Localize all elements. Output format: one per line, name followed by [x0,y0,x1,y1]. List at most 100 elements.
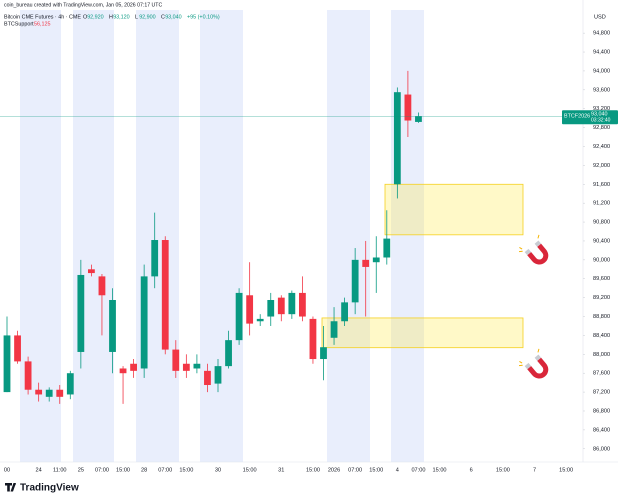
candle-body [299,292,306,317]
legend-value: 92,920 [87,14,104,20]
x-tick-label: 15:00 [559,467,573,473]
candle-body [256,318,264,322]
legend-value: 93,040 [165,14,182,20]
legend-change: +95 (+0.10%) [187,14,220,20]
badge-price: 93,040 [591,111,608,117]
candle-body [214,366,222,384]
chart-title: Bitcoin CME Futures · 4h · CME [4,14,81,20]
x-tick-label: 15:00 [243,467,257,473]
zones [321,183,524,349]
x-tick-label: 4 [396,467,399,473]
candle-body [351,259,359,303]
magnet-icon [518,234,549,265]
indicator-value: 56,125 [34,21,51,27]
session-band [73,10,114,462]
brand-name: TradingView [20,483,79,494]
legend-key: C [161,14,165,20]
candle-body [88,269,95,274]
candle-body [415,116,422,122]
x-tick-label: 15:00 [306,467,320,473]
candle-body [45,389,53,397]
y-tick-label: 94,000 [593,68,610,74]
x-tick-label: 11:00 [53,467,67,473]
candles [3,70,422,404]
candle-body [56,389,64,397]
y-axis: 86,000 86,400 86,800 87,200 87,600 88,000 88,4… [583,31,610,452]
x-tick-label: 15:00 [433,467,447,473]
candle-body [77,274,85,352]
x-tick-label: 24 [36,467,42,473]
x-tick-label: 25 [78,467,84,473]
x-tick-label: 28 [141,467,147,473]
session-band [200,10,243,462]
x-tick-label: 15:00 [116,467,130,473]
candle-body [109,299,116,352]
candle-body [14,335,21,362]
candle-body [204,370,211,386]
y-tick-label: 93,600 [593,87,610,93]
x-tick-label: 31 [278,467,284,473]
candle-body [140,276,148,369]
candle-body [277,297,285,315]
zone [384,183,524,236]
x-tick-label: 2026 [328,467,340,473]
candle-body [182,363,190,371]
y-tick-label: 90,000 [593,257,610,263]
candle-body [193,363,201,369]
candle-body [309,318,317,360]
zone [321,317,524,349]
candle-body [35,389,43,395]
legend-key: O [83,14,87,20]
y-tick-label: 90,800 [593,220,610,226]
candle-body [235,292,243,341]
session-shading [20,10,424,462]
y-tick-label: 88,000 [593,352,610,358]
badge-bg [562,110,618,125]
y-tick-label: 92,000 [593,163,610,169]
indicator-name: BTCSupport [4,21,34,27]
x-tick-label: 30 [215,467,221,473]
y-tick-label: 91,600 [593,182,610,188]
candle-body [225,340,232,367]
candle-body [246,295,254,324]
y-tick-label: 87,200 [593,390,610,396]
y-tick-label: 87,600 [593,371,610,377]
x-tick-label: 15:00 [369,467,383,473]
x-axis: 00 24 11:00 25 07:00 15:00 28 07:00 15:00 30 15:00… [4,467,573,473]
candle-body [362,259,370,267]
legend-key: H [109,14,113,20]
x-tick-label: 07:00 [95,467,109,473]
y-tick-label: 86,000 [593,446,610,452]
candle-body [119,368,127,374]
x-tick-label: 7 [533,467,536,473]
y-tick-label: 89,200 [593,295,610,301]
candle-body [288,292,296,315]
x-tick-label: 07:00 [348,467,362,473]
candle-body [130,363,137,371]
y-tick-label: 86,800 [593,408,610,414]
legend-value: 92,900 [139,14,156,20]
y-tick-label: 93,200 [593,106,610,112]
candle-body [393,92,401,185]
session-band [136,10,179,462]
y-tick-label: 92,400 [593,144,610,150]
y-tick-label: 89,600 [593,276,610,282]
badge-symbol: BTCF2026 [564,114,590,120]
watermark: coin_bureau created with TradingView.com… [4,2,162,8]
candle-body [372,257,380,263]
magnet-icon [518,348,549,379]
x-tick-label: 15:00 [496,467,510,473]
y-tick-label: 94,800 [593,31,610,37]
candle-body [3,335,11,393]
candle-body [404,94,412,121]
x-tick-label: 6 [470,467,473,473]
y-tick-label: 92,800 [593,125,610,131]
y-tick-label: 91,200 [593,201,610,207]
candle-body [341,302,348,322]
legend-key: L [135,14,138,20]
candle-body [267,299,275,317]
x-tick-label: 00 [4,467,10,473]
x-tick-label: 15:00 [179,467,193,473]
